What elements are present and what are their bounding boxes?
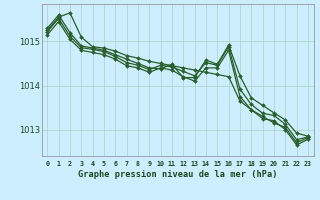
X-axis label: Graphe pression niveau de la mer (hPa): Graphe pression niveau de la mer (hPa) (78, 170, 277, 179)
